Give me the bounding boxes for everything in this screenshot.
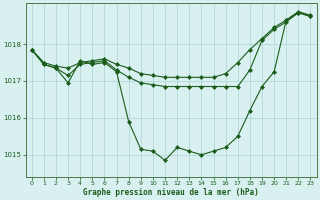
X-axis label: Graphe pression niveau de la mer (hPa): Graphe pression niveau de la mer (hPa) bbox=[83, 188, 259, 197]
